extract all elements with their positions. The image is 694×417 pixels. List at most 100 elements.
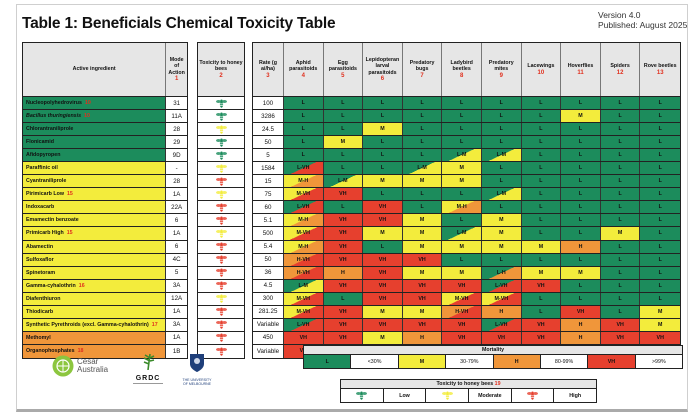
header-predatory-mites-label: Predatory mites	[488, 59, 514, 73]
toxicity-cell: L-VH	[481, 318, 522, 331]
ingredient-row[interactable]: Bacillus thuringiensis 10 11A	[23, 110, 187, 124]
toxicity-cell: M	[363, 227, 403, 240]
toxicity-cell: M	[481, 227, 522, 240]
header-active-ingredient-label: Active ingredient	[72, 66, 116, 73]
rate-cell: 50	[253, 253, 284, 266]
ingredient-row[interactable]: Flonicamid 29	[23, 136, 187, 150]
toxicity-row[interactable]: 5.4 M-H VH L M M M M H L L	[253, 240, 681, 254]
ingredient-row[interactable]: Methomyl 1A	[23, 331, 187, 345]
toxicity-cell: L	[640, 97, 681, 110]
ingredient-row[interactable]: Cyantraniliprole 28	[23, 175, 187, 189]
toxicity-cell: L-M	[402, 162, 443, 175]
ingredient-row[interactable]: Abamectin 6	[23, 240, 187, 254]
mode-of-action: 1A	[166, 331, 187, 344]
toxicity-cell: H	[561, 331, 601, 344]
header-lepidopteran-larval-parasitoids-label: Lepidopteran larval parasitoids	[365, 56, 400, 76]
toxicity-cell: VH	[521, 331, 562, 344]
toxicity-cell: M	[561, 266, 601, 279]
header-bee-toxicity-label: Toxicity to honey bees	[199, 59, 243, 73]
ingredient-row[interactable]: Thiodicarb 1A	[23, 305, 187, 319]
mortality-range: 30-79%	[446, 355, 494, 368]
bee-legend-icon-cell	[426, 389, 470, 402]
toxicity-cell: VH	[402, 292, 443, 305]
bee-legend-label: High	[569, 392, 582, 399]
toxicity-row[interactable]: 50 H-VH VH VH VH L L L L L L	[253, 253, 681, 267]
toxicity-row[interactable]: 450 VH VH M H VH VH VH H VH VH	[253, 331, 681, 345]
ingredient-row[interactable]: Organophosphates 18 1B	[23, 344, 187, 358]
toxicity-row[interactable]: 4.5 L-M VH VH VH VH L-VH VH L L L	[253, 279, 681, 293]
toxicity-cell: M-H	[283, 214, 324, 227]
ingredient-label: Diafenthiuron	[26, 295, 61, 302]
toxicity-cell: L-VH	[283, 318, 324, 331]
ingredient-label: Paraffinic oil	[26, 165, 58, 172]
toxicity-row[interactable]: 3286 L L L L L L L M L L	[253, 110, 681, 124]
toxicity-row[interactable]: 300 M-VH L VH VH M-VH M-VH L L L L	[253, 292, 681, 306]
toxicity-cell: L	[442, 123, 482, 136]
toxicity-cell: VH	[600, 331, 641, 344]
toxicity-cell: L-VH	[283, 201, 324, 214]
toxicity-row[interactable]: 100 L L L L L L L L L L	[253, 97, 681, 111]
toxicity-row[interactable]: Variable L-VH VH VH VH VH L-VH VH H VH M	[253, 318, 681, 332]
mode-of-action: 1A	[166, 188, 187, 201]
header-spiders-label: Spiders	[610, 63, 630, 69]
ingredient-row[interactable]: Pirimicarb Low 15 1A	[23, 188, 187, 202]
bee-toxicity-cell	[198, 136, 244, 149]
melbourne-logo-text: THE UNIVERSITY OF MELBOURNE	[182, 378, 212, 386]
rate-cell: 75	[253, 188, 284, 201]
ingredient-row[interactable]: Indoxacarb 22A	[23, 201, 187, 215]
header-rate: Rate (g ai/ha) 3	[253, 43, 284, 96]
toxicity-row[interactable]: 5 L L L L L-M L-M L L L L	[253, 149, 681, 163]
header-lepidopteran-larval-parasitoids-number: 6	[380, 76, 385, 82]
cesar-logo-icon	[52, 355, 74, 377]
ingredient-row[interactable]: Spinetoram 5	[23, 266, 187, 280]
header-ladybird-beetles: Ladybird beetles 8	[442, 43, 482, 96]
ingredient-row[interactable]: Primicarb High 15 1A	[23, 227, 187, 241]
toxicity-cell: L	[283, 110, 324, 123]
toxicity-row[interactable]: 15 M-H L-M M M M L L L L L	[253, 175, 681, 189]
toxicity-row[interactable]: 281.25 M-VH VH M M H-VH H L VH L M	[253, 305, 681, 319]
toxicity-cell: M	[402, 266, 443, 279]
header-row: Rate (g ai/ha) 3 Aphid parasitoids 4 Egg par…	[253, 43, 680, 97]
toxicity-cell: VH	[363, 214, 403, 227]
bee-toxicity-cell	[198, 227, 244, 240]
toxicity-cell: L	[481, 136, 522, 149]
toxicity-row[interactable]: 60 L-VH L VH L M-H L L L L L	[253, 201, 681, 215]
bee-toxicity-cell	[198, 318, 244, 331]
toxicity-cell: L	[640, 188, 681, 201]
toxicity-row[interactable]: 5.1 M-H VH VH M L M L L L L	[253, 214, 681, 228]
ingredient-table: Active ingredient Mode of Action 1 Nucleopo…	[22, 42, 188, 359]
toxicity-cell: L	[481, 201, 522, 214]
toxicity-cell: M	[442, 162, 482, 175]
ingredient-row[interactable]: Chlorantraniliprole 28	[23, 123, 187, 137]
header-row: Active ingredient Mode of Action 1	[23, 43, 187, 97]
toxicity-cell: L	[481, 162, 522, 175]
toxicity-cell: VH	[521, 279, 562, 292]
toxicity-cell: VH	[442, 331, 482, 344]
ingredient-name: Sulfoxaflor	[23, 253, 167, 266]
toxicity-row[interactable]: 24.5 L L M L L L L L L L	[253, 123, 681, 137]
ingredient-row[interactable]: Afidopyropen 9D	[23, 149, 187, 163]
ingredient-row[interactable]: Nucleopolyhedrovirus 10 31	[23, 97, 187, 111]
toxicity-cell: L	[561, 162, 601, 175]
toxicity-row[interactable]: 1584 L-VH L L L-M M L L L L L	[253, 162, 681, 176]
header-bee-toxicity-number: 2	[219, 72, 223, 79]
toxicity-row[interactable]: 36 H-VH H VH M M L-H M M L L	[253, 266, 681, 280]
toxicity-cell: VH	[363, 201, 403, 214]
toxicity-row[interactable]: 500 M-VH VH M M L-M M L L M L	[253, 227, 681, 241]
ingredient-row[interactable]: Paraffinic oil -	[23, 162, 187, 176]
toxicity-row[interactable]: 75 M-VH VH L L L L-M L L L L	[253, 188, 681, 202]
toxicity-row[interactable]: 50 L M L L L L L L L L	[253, 136, 681, 150]
toxicity-cell: L	[521, 188, 562, 201]
header-spiders-number: 12	[616, 69, 624, 76]
ingredient-row[interactable]: Diafenthiuron 12A	[23, 292, 187, 306]
toxicity-cell: L	[481, 123, 522, 136]
ingredient-row[interactable]: Synthetic Pyrethroids (excl. Gamma-cyhal…	[23, 318, 187, 332]
ingredient-label: Bacillus thuringiensis	[26, 113, 82, 120]
toxicity-cell: L-VH	[481, 279, 522, 292]
bee-high-icon	[527, 391, 539, 400]
bee-legend-icon-cell	[512, 389, 555, 402]
header-hoverflies-number: 11	[577, 69, 584, 76]
ingredient-row[interactable]: Sulfoxaflor 4C	[23, 253, 187, 267]
ingredient-row[interactable]: Gamma-cyhalothrin 16 3A	[23, 279, 187, 293]
ingredient-row[interactable]: Emamectin benzoate 6	[23, 214, 187, 228]
